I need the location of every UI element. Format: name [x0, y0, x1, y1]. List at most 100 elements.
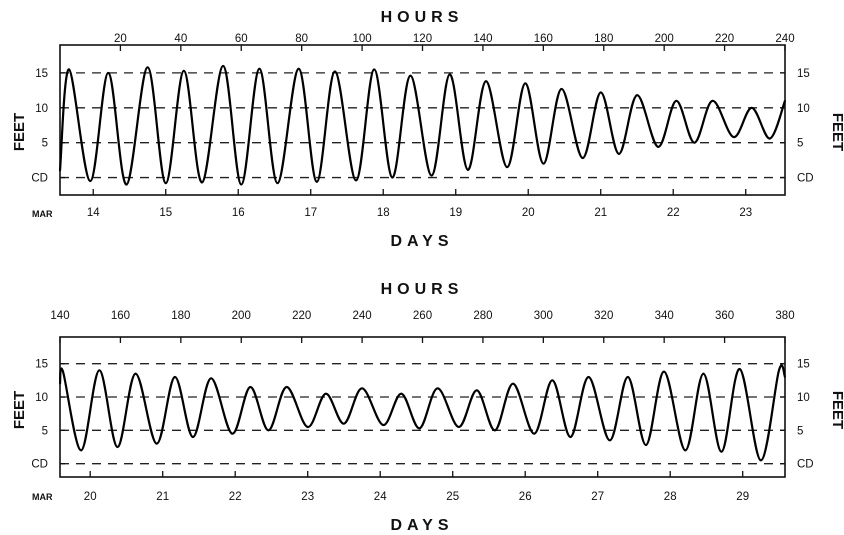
day-tick-label: 21	[156, 491, 169, 503]
x-axis-title: DAYS	[391, 517, 454, 534]
tide-data-point	[657, 145, 660, 148]
day-tick-label: 22	[229, 491, 242, 503]
hour-tick-label: 40	[174, 33, 187, 45]
tide-data-point	[125, 183, 128, 186]
day-tick-label: 27	[591, 491, 604, 503]
hour-tick-label: 140	[50, 310, 69, 322]
tide-data-point	[702, 372, 705, 375]
hour-tick-label: 100	[352, 33, 371, 45]
day-tick-label: 19	[449, 207, 462, 219]
tide-curve	[58, 364, 787, 462]
left-y-tick-label: 5	[42, 425, 48, 437]
month-label: MAR	[32, 492, 53, 502]
day-tick-label: 18	[377, 207, 390, 219]
day-tick-label: 15	[159, 207, 172, 219]
tide-data-point	[276, 182, 279, 185]
day-tick-label: 23	[301, 491, 314, 503]
tide-data-point	[506, 166, 508, 168]
tide-data-point	[164, 182, 167, 185]
hour-tick-label: 360	[715, 310, 734, 322]
tide-data-point	[778, 369, 780, 372]
left-y-tick-label: 15	[35, 68, 48, 80]
tide-data-point	[475, 389, 478, 392]
tide-data-point	[391, 176, 394, 179]
left-y-axis-title: FEET	[11, 113, 28, 151]
tide-data-point	[249, 386, 252, 388]
hour-tick-label: 200	[655, 33, 674, 45]
hour-tick-label: 60	[235, 33, 248, 45]
top-axis-title: HOURS	[381, 9, 464, 26]
tide-data-point	[581, 157, 584, 159]
right-y-axis-title: FEET	[829, 391, 844, 429]
tide-data-point	[134, 372, 137, 375]
tide-data-point	[645, 444, 647, 446]
tide-data-point	[720, 450, 723, 453]
hour-tick-label: 180	[171, 310, 190, 322]
hour-tick-label: 340	[655, 310, 674, 322]
tide-data-point	[98, 369, 101, 372]
hour-tick-label: 160	[534, 33, 553, 45]
day-tick-label: 21	[594, 207, 607, 219]
tide-data-point	[617, 152, 620, 155]
tide-data-point	[315, 180, 318, 183]
hour-tick-label: 160	[111, 310, 130, 322]
tide-data-point	[599, 91, 602, 94]
tide-data-point	[494, 429, 496, 432]
tide-data-point	[355, 179, 357, 182]
tide-data-point	[324, 392, 327, 395]
tide-data-point	[485, 80, 487, 83]
tide-curve	[58, 64, 787, 186]
left-y-tick-label: CD	[31, 173, 48, 185]
hour-tick-label: 120	[413, 33, 432, 45]
right-y-tick-label: CD	[797, 173, 814, 185]
hour-tick-label: 20	[114, 33, 127, 45]
top-axis-title: HOURS	[381, 281, 464, 298]
tide-data-point	[569, 436, 572, 438]
tide-data-point	[400, 392, 403, 395]
hour-tick-label: 220	[292, 310, 311, 322]
left-y-tick-label: 10	[35, 392, 48, 404]
day-tick-label: 25	[446, 491, 459, 503]
day-tick-label: 22	[667, 207, 680, 219]
tide-data-point	[684, 449, 687, 452]
day-tick-label: 28	[664, 491, 677, 503]
tide-data-point	[587, 376, 590, 378]
tide-data-point	[210, 377, 212, 380]
tide-data-point	[373, 68, 376, 71]
hour-tick-label: 180	[594, 33, 613, 45]
tide-data-point	[231, 432, 234, 435]
tide-data-point	[89, 180, 92, 182]
day-tick-label: 23	[739, 207, 752, 219]
tide-data-point	[560, 88, 563, 90]
tide-data-point	[768, 137, 771, 140]
right-y-tick-label: 10	[797, 392, 810, 404]
tide-data-point	[59, 169, 61, 172]
day-tick-label: 20	[522, 207, 535, 219]
tide-chart-mar-20-29: HOURS DAYS FEET FEET MAR 140 160 180 200 220…	[11, 281, 844, 534]
tide-data-point	[732, 136, 735, 138]
tide-data-point	[285, 386, 288, 388]
day-tick-label: 24	[374, 491, 387, 503]
hour-tick-label: 320	[594, 310, 613, 322]
tide-data-point	[675, 99, 678, 102]
tide-data-point	[59, 382, 61, 385]
left-y-tick-label: 5	[42, 138, 48, 150]
tide-data-point	[333, 70, 336, 73]
tide-data-point	[448, 73, 451, 76]
tide-data-point	[116, 446, 119, 448]
hour-tick-label: 300	[534, 310, 553, 322]
tide-data-point	[524, 82, 527, 85]
hour-tick-label: 260	[413, 310, 432, 322]
hour-tick-label: 200	[232, 310, 251, 322]
plot-frame	[59, 336, 786, 478]
tide-data-point	[750, 106, 753, 109]
day-tick-label: 14	[87, 207, 100, 219]
tide-data-point	[430, 174, 433, 177]
tide-data-point	[784, 376, 786, 378]
left-y-tick-label: CD	[31, 459, 48, 471]
tide-data-point	[533, 432, 536, 435]
right-y-axis-title: FEET	[829, 113, 844, 151]
tide-data-point	[784, 99, 786, 102]
tide-data-point	[201, 181, 203, 184]
